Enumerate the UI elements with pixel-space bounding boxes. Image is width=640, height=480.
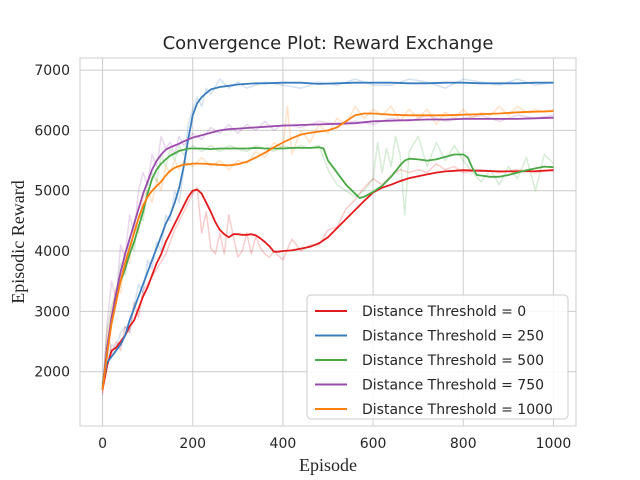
smoothed-series-line-0 — [101, 169, 554, 390]
y-tick-label: 4000 — [34, 244, 70, 260]
chart-title: Convergence Plot: Reward Exchange — [163, 33, 494, 54]
y-tick-label: 7000 — [34, 63, 70, 79]
smoothed-series-line-4 — [101, 110, 554, 390]
legend-label-1: Distance Threshold = 250 — [362, 329, 544, 345]
y-tick-label: 5000 — [34, 184, 70, 200]
y-axis-label: Episodic Reward — [8, 180, 28, 303]
x-tick-label: 600 — [360, 436, 387, 452]
y-tick-label: 6000 — [34, 123, 70, 139]
y-tick-label: 3000 — [34, 304, 70, 320]
raw-series-line-0 — [101, 162, 554, 393]
x-tick-label: 200 — [179, 436, 206, 452]
legend: Distance Threshold = 0 Distance Threshold… — [306, 294, 569, 420]
smoothed-series-line-1 — [101, 81, 554, 384]
x-tick-labels: 0 200 400 600 800 1000 — [98, 436, 571, 452]
legend-label-3: Distance Threshold = 750 — [362, 378, 544, 394]
y-tick-labels: 2000 3000 4000 5000 6000 7000 — [34, 63, 70, 381]
raw-series-line-1 — [101, 78, 554, 387]
y-tick-label: 2000 — [34, 365, 70, 381]
smoothed-series-lines — [101, 81, 554, 390]
x-tick-label: 1000 — [536, 436, 572, 452]
smoothed-series-line-3 — [101, 116, 554, 390]
legend-label-0: Distance Threshold = 0 — [362, 304, 526, 320]
legend-label-4: Distance Threshold = 1000 — [362, 402, 553, 418]
x-tick-label: 800 — [450, 436, 477, 452]
x-tick-label: 0 — [98, 436, 107, 452]
plot-frame — [79, 57, 577, 427]
smoothed-series-line-2 — [101, 146, 554, 387]
legend-label-2: Distance Threshold = 500 — [362, 353, 544, 369]
legend-box — [306, 294, 569, 420]
x-axis-label: Episode — [299, 455, 357, 475]
x-tick-label: 400 — [270, 436, 297, 452]
